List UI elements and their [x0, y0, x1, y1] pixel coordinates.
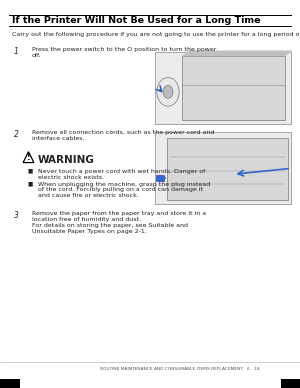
Text: ■: ■ [27, 182, 32, 187]
Text: Remove the paper from the paper tray and store it in a
location free of humidity: Remove the paper from the paper tray and… [32, 211, 206, 234]
Circle shape [157, 78, 179, 106]
FancyBboxPatch shape [156, 175, 164, 181]
Circle shape [163, 85, 173, 98]
FancyBboxPatch shape [154, 132, 291, 204]
Text: 3: 3 [14, 211, 19, 220]
Text: Press the power switch to the O position to turn the power
off.: Press the power switch to the O position… [32, 47, 216, 58]
Text: Remove all connection cords, such as the power cord and
interface cables.: Remove all connection cords, such as the… [32, 130, 214, 141]
Text: If the Printer Will Not Be Used for a Long Time: If the Printer Will Not Be Used for a Lo… [12, 16, 260, 25]
Text: When unplugging the machine, grasp the plug instead
of the cord. Forcibly pullin: When unplugging the machine, grasp the p… [38, 182, 210, 198]
Polygon shape [182, 50, 292, 56]
Text: 2: 2 [14, 130, 19, 139]
Text: Never touch a power cord with wet hands. Danger of
electric shock exists.: Never touch a power cord with wet hands.… [38, 169, 205, 180]
Text: WARNING: WARNING [38, 155, 94, 165]
FancyBboxPatch shape [154, 52, 291, 124]
FancyBboxPatch shape [280, 379, 300, 388]
Polygon shape [23, 152, 34, 163]
FancyBboxPatch shape [182, 56, 285, 120]
FancyBboxPatch shape [0, 379, 20, 388]
Text: 1: 1 [14, 47, 19, 56]
Text: !: ! [27, 153, 30, 162]
Text: Carry out the following procedure if you are not going to use the printer for a : Carry out the following procedure if you… [12, 32, 300, 37]
Text: ■: ■ [27, 169, 32, 174]
FancyBboxPatch shape [167, 138, 288, 200]
Text: ROUTINE MAINTENANCE AND CONSUMABLE ITEMS REPLACEMENT   6 - 18: ROUTINE MAINTENANCE AND CONSUMABLE ITEMS… [100, 367, 260, 371]
